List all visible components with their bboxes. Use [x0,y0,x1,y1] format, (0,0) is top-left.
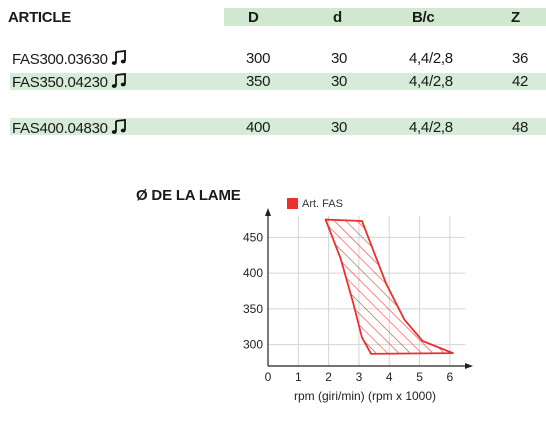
article-code: FAS400.04830 [12,120,108,137]
article-code: FAS350.04230 [12,74,108,91]
table-row: FAS300.03630 300 30 4,4/2,8 36 [0,50,546,68]
header-d: d [333,9,342,26]
table-row: FAS350.04230 350 30 4,4/2,8 42 [0,73,546,91]
y-tick-label: 400 [243,266,263,280]
diameter-cell: 350 [246,73,271,90]
y-axis-arrow [265,208,271,216]
thickness-cell: 4,4/2,8 [409,50,453,67]
ticks: 0 1 2 3 4 5 6 300 350 400 450 [243,230,454,384]
x-tick-label: 0 [265,370,272,384]
header-z: Z [511,9,520,26]
diameter-cell: 400 [246,119,271,136]
teeth-cell: 48 [512,119,529,136]
row-band [10,118,546,135]
plot-area [324,218,454,355]
legend-label: Art. FAS [302,198,343,210]
header-article: ARTICLE [8,9,71,26]
article-cell: FAS400.04830 [12,119,127,137]
teeth-cell: 36 [512,50,529,67]
x-axis-arrow [465,363,473,369]
x-tick-label: 6 [447,370,454,384]
row-band [10,73,546,90]
x-axis-label: rpm (giri/min) (rpm x 1000) [294,389,436,403]
chart-title: Ø DE LA LAME [136,187,241,204]
article-cell: FAS300.03630 [12,50,127,68]
music-note-icon [111,50,126,65]
thickness-cell: 4,4/2,8 [409,119,453,136]
thickness-cell: 4,4/2,8 [409,73,453,90]
article-code: FAS300.03630 [12,51,108,68]
axes [265,208,473,369]
header-D: D [248,9,259,26]
table-row: FAS400.04830 400 30 4,4/2,8 48 [0,119,546,137]
x-tick-label: 3 [356,370,363,384]
bore-cell: 30 [331,119,348,136]
bore-cell: 30 [331,50,348,67]
legend-swatch [287,198,298,209]
header-bc: B/c [412,9,435,26]
music-note-icon [111,73,126,88]
article-cell: FAS350.04230 [12,73,127,91]
series-area [324,218,454,355]
bore-cell: 30 [331,73,348,90]
legend: Art. FAS [287,198,343,210]
y-tick-label: 350 [243,302,263,316]
diameter-cell: 300 [246,50,271,67]
teeth-cell: 42 [512,73,529,90]
x-tick-label: 5 [416,370,423,384]
header-band [224,8,546,26]
x-tick-label: 2 [325,370,332,384]
x-tick-label: 1 [295,370,302,384]
x-tick-label: 4 [386,370,393,384]
y-tick-label: 450 [243,230,263,244]
music-note-icon [111,119,126,134]
y-tick-label: 300 [243,338,263,352]
